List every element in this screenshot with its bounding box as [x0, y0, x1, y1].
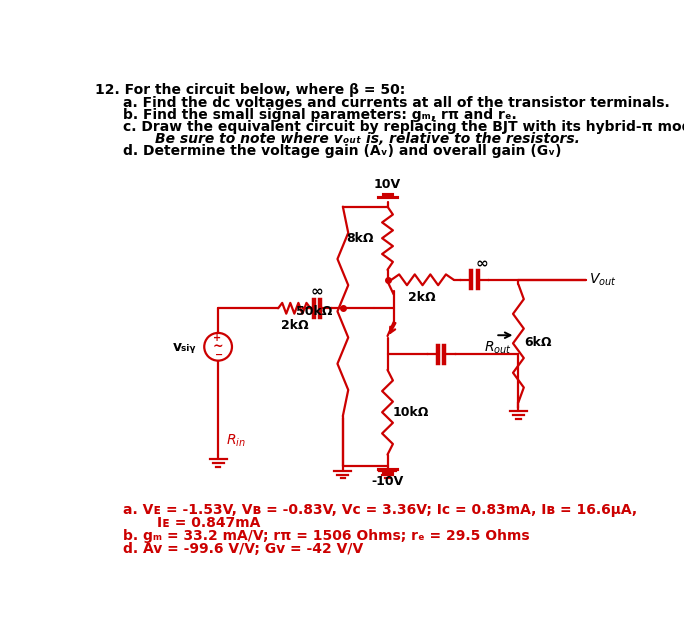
- Text: c. Draw the equivalent circuit by replacing the BJT with its hybrid-π model.: c. Draw the equivalent circuit by replac…: [122, 120, 684, 135]
- Text: b. Find the small signal parameters: gₘ, rπ and rₑ.: b. Find the small signal parameters: gₘ,…: [122, 108, 516, 122]
- Text: 6kΩ: 6kΩ: [525, 336, 552, 350]
- Text: 10V: 10V: [374, 178, 401, 191]
- Text: a. Vᴇ = -1.53V, Vʙ = -0.83V, Vᴄ = 3.36V; Iᴄ = 0.83mA, Iʙ = 16.6μA,: a. Vᴇ = -1.53V, Vʙ = -0.83V, Vᴄ = 3.36V;…: [122, 503, 637, 517]
- Text: 2kΩ: 2kΩ: [280, 319, 308, 332]
- Text: 50kΩ: 50kΩ: [295, 305, 332, 318]
- Text: ∞: ∞: [476, 256, 488, 270]
- Text: $R_{in}$: $R_{in}$: [226, 433, 246, 449]
- Text: $R_{out}$: $R_{out}$: [484, 339, 512, 355]
- Text: b. gₘ = 33.2 mA/V; rπ = 1506 Ohms; rₑ = 29.5 Ohms: b. gₘ = 33.2 mA/V; rπ = 1506 Ohms; rₑ = …: [122, 529, 529, 544]
- Text: Iᴇ = 0.847mA: Iᴇ = 0.847mA: [157, 516, 260, 530]
- Text: vₛᵢᵧ: vₛᵢᵧ: [173, 340, 196, 354]
- Text: Be sure to note where vₒᵤₜ is, relative to the resistors.: Be sure to note where vₒᵤₜ is, relative …: [155, 132, 580, 146]
- Text: d. Determine the voltage gain (Aᵥ) and overall gain (Gᵥ): d. Determine the voltage gain (Aᵥ) and o…: [122, 144, 561, 158]
- Text: 8kΩ: 8kΩ: [346, 232, 373, 245]
- Text: −: −: [215, 350, 223, 360]
- Text: 2kΩ: 2kΩ: [408, 290, 436, 303]
- Text: 10kΩ: 10kΩ: [392, 406, 428, 419]
- Text: a. Find the dc voltages and currents at all of the transistor terminals.: a. Find the dc voltages and currents at …: [122, 96, 670, 109]
- Text: +: +: [213, 334, 222, 343]
- Text: $V_{out}$: $V_{out}$: [589, 272, 617, 288]
- Text: d. Av = -99.6 V/V; Gv = -42 V/V: d. Av = -99.6 V/V; Gv = -42 V/V: [122, 542, 363, 556]
- Text: -10V: -10V: [371, 475, 404, 488]
- Text: 12. For the circuit below, where β = 50:: 12. For the circuit below, where β = 50:: [95, 84, 405, 97]
- Text: ∞: ∞: [311, 284, 323, 299]
- Text: ~: ~: [213, 339, 224, 352]
